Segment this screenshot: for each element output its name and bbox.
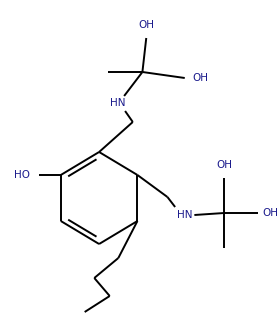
Text: HN: HN <box>110 98 125 108</box>
Text: OH: OH <box>216 160 232 170</box>
Text: HO: HO <box>14 170 30 180</box>
Text: OH: OH <box>192 73 208 83</box>
Text: HN: HN <box>177 210 192 220</box>
Text: OH: OH <box>263 208 279 218</box>
Text: OH: OH <box>138 20 154 30</box>
